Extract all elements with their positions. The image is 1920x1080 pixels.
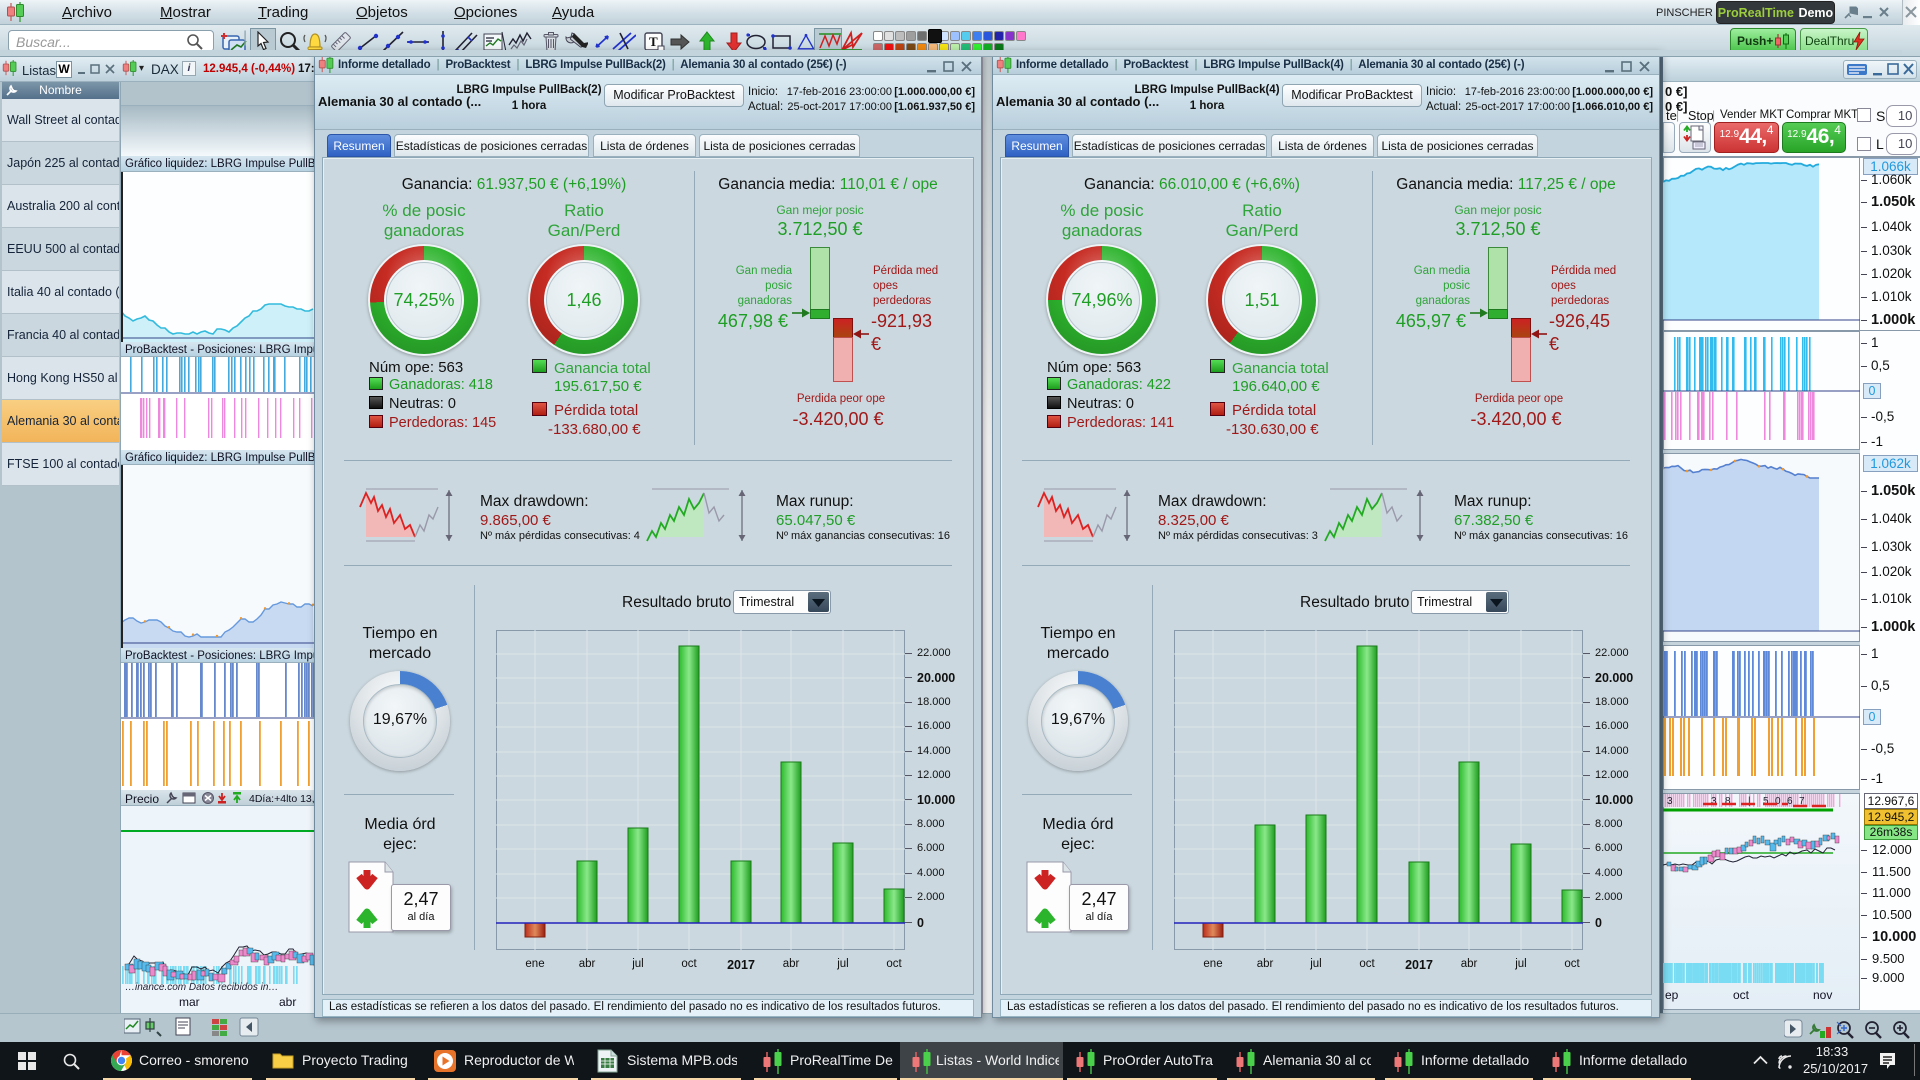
svg-text:4Día:+4lto 13,0: 4Día:+4lto 13,0 (249, 793, 315, 805)
svg-text:ep: ep (1665, 988, 1679, 1002)
svg-text:3: 3 (1711, 796, 1717, 807)
svg-text:8: 8 (1725, 796, 1731, 807)
svg-text:…inance.com Datos recibidos in: …inance.com Datos recibidos in… (125, 982, 278, 993)
svg-text:mar: mar (179, 995, 200, 1009)
svg-text:6: 6 (1787, 796, 1793, 807)
svg-text:0: 0 (1775, 796, 1781, 807)
svg-text:abr: abr (279, 995, 296, 1009)
svg-text:oct: oct (1733, 988, 1750, 1002)
svg-text:3: 3 (1667, 796, 1673, 807)
svg-text:T: T (649, 34, 658, 49)
svg-text:nov: nov (1813, 988, 1832, 1002)
svg-text:|: | (1748, 796, 1751, 807)
svg-text:7: 7 (1799, 796, 1805, 807)
svg-text:5: 5 (1763, 796, 1769, 807)
